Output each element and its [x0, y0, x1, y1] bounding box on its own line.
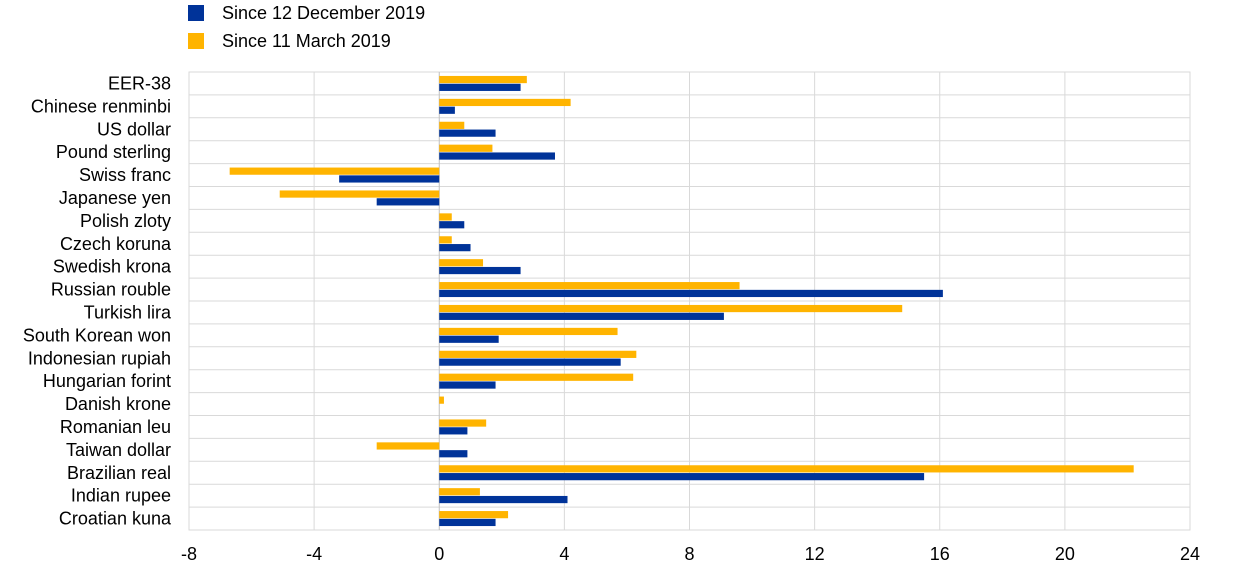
x-tick-label: 8 [684, 544, 694, 564]
bar-series-2 [439, 465, 1134, 473]
legend-swatch-series-2 [188, 33, 204, 49]
bar-series-1 [439, 473, 925, 481]
category-label: Brazilian real [67, 463, 171, 483]
category-label: Swiss franc [79, 165, 171, 185]
legend-swatch-series-1 [188, 5, 204, 21]
bar-series-2 [439, 488, 480, 496]
x-tick-label: -8 [181, 544, 197, 564]
bar-series-2 [439, 236, 452, 244]
category-label: South Korean won [23, 325, 171, 345]
bar-series-1 [439, 381, 496, 389]
bar-series-1 [439, 358, 621, 366]
bar-series-2 [439, 511, 509, 519]
bar-series-1 [439, 495, 568, 504]
category-label: Czech koruna [60, 234, 172, 254]
bar-series-1 [439, 106, 455, 114]
category-label: Taiwan dollar [66, 440, 171, 460]
bar-series-2 [439, 121, 465, 129]
x-tick-label: -4 [306, 544, 322, 564]
category-label: Turkish lira [84, 302, 172, 322]
bar-series-2 [439, 98, 571, 107]
bar-series-1 [439, 518, 496, 527]
bar-series-1 [439, 244, 471, 252]
category-label: EER-38 [108, 73, 171, 93]
x-tick-label: 20 [1055, 544, 1075, 564]
category-label: Russian rouble [51, 280, 171, 300]
bar-series-1 [439, 312, 724, 320]
category-label: Romanian leu [60, 417, 171, 437]
legend-label-series-2: Since 11 March 2019 [222, 31, 391, 51]
bar-series-2 [279, 190, 440, 198]
category-label: Japanese yen [59, 188, 171, 208]
bar-series-1 [376, 198, 440, 206]
bar-series-1 [439, 221, 465, 229]
category-label: Chinese renminbi [31, 96, 171, 116]
bar-series-1 [439, 266, 521, 275]
bar-series-1 [339, 175, 440, 183]
bar-series-2 [439, 350, 637, 358]
bar-series-2 [439, 396, 444, 404]
category-label: Pound sterling [56, 142, 171, 162]
category-label: Hungarian forint [43, 371, 171, 391]
bar-series-1 [439, 335, 499, 343]
category-label: US dollar [97, 119, 171, 139]
category-label: Danish krone [65, 394, 171, 414]
category-label: Polish zloty [80, 211, 171, 231]
legend-label-series-1: Since 12 December 2019 [222, 3, 426, 23]
bar-series-1 [439, 83, 521, 91]
category-label: Indian rupee [71, 486, 171, 506]
category-label: Swedish krona [53, 257, 172, 277]
category-label: Indonesian rupiah [28, 348, 171, 368]
bar-series-2 [376, 442, 440, 450]
bar-series-2 [439, 419, 487, 427]
bar-series-2 [229, 167, 440, 175]
bar-series-1 [439, 129, 496, 137]
bar-series-2 [439, 144, 493, 152]
bar-series-2 [439, 373, 634, 381]
x-tick-label: 16 [930, 544, 950, 564]
bar-series-2 [439, 282, 740, 290]
x-tick-label: 12 [805, 544, 825, 564]
bar-series-2 [439, 259, 484, 267]
bar-series-1 [439, 152, 555, 160]
bar-series-2 [439, 213, 452, 221]
bar-series-1 [439, 427, 468, 435]
bar-series-1 [439, 289, 943, 298]
bar-series-2 [439, 75, 527, 84]
bar-series-2 [439, 304, 903, 313]
category-label: Croatian kuna [59, 509, 172, 529]
x-tick-label: 24 [1180, 544, 1200, 564]
x-tick-label: 4 [559, 544, 569, 564]
bar-series-2 [439, 327, 618, 336]
x-tick-label: 0 [434, 544, 444, 564]
bar-series-1 [439, 450, 468, 458]
